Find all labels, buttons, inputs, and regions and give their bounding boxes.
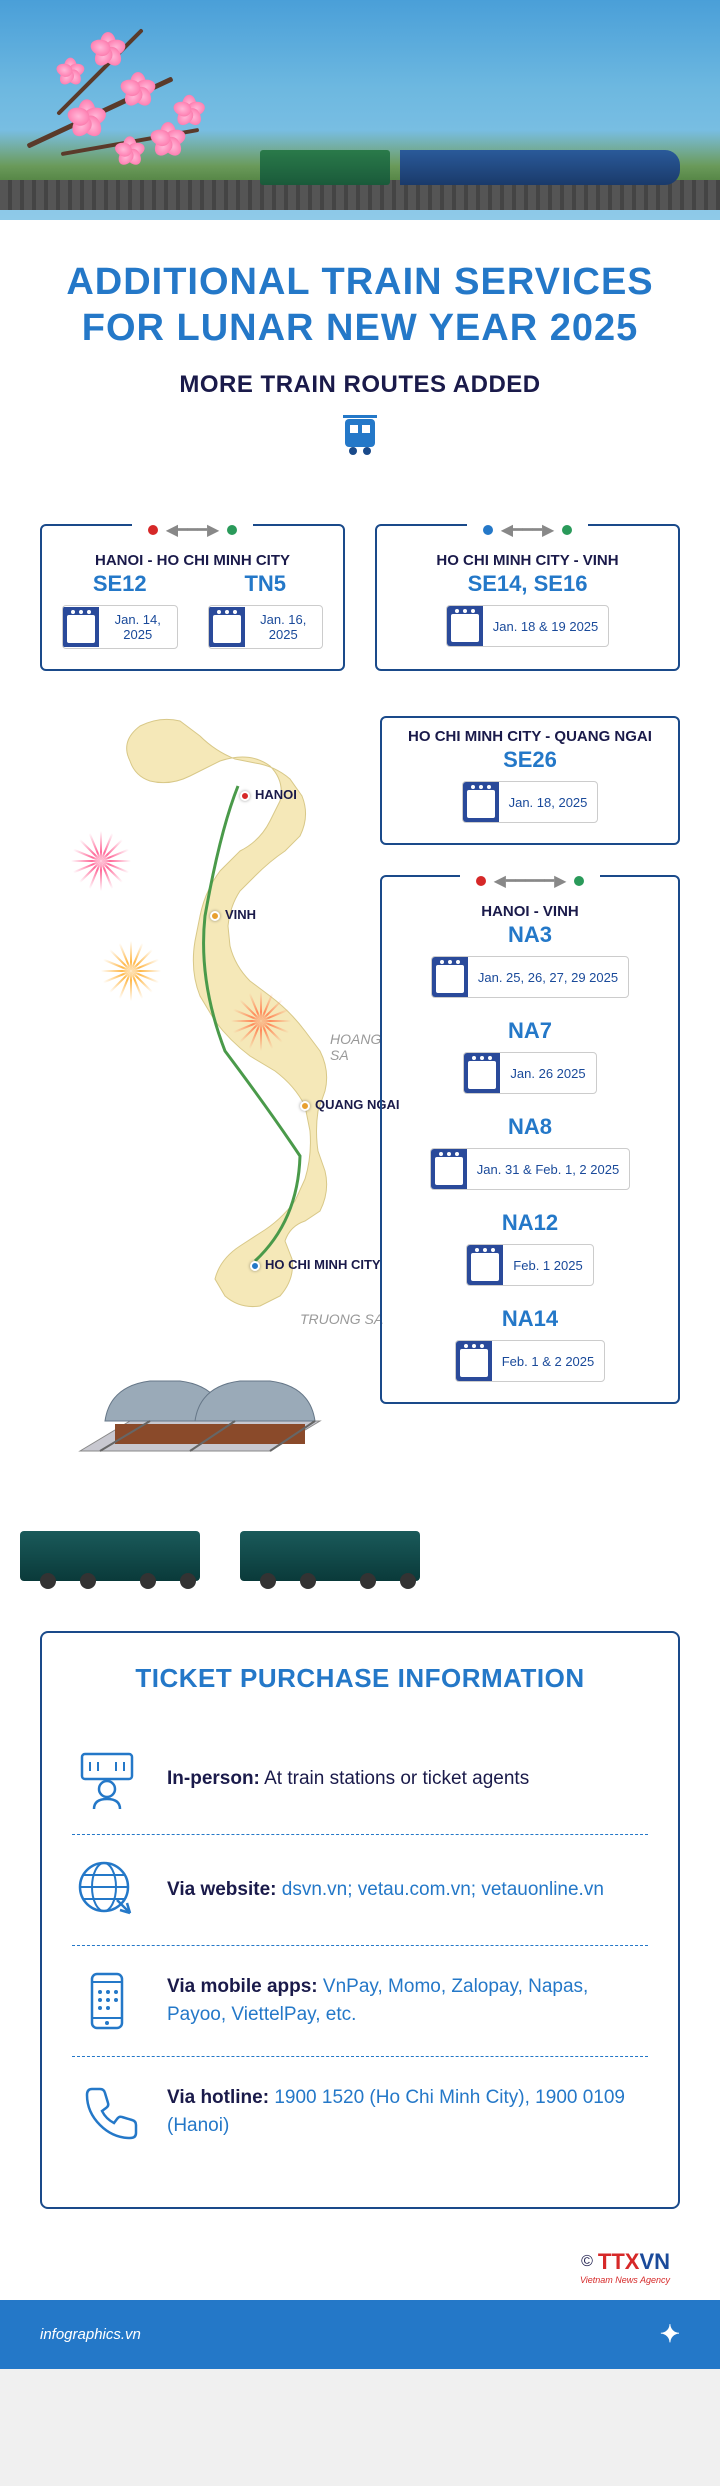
ticket-text: Via hotline: 1900 1520 (Ho Chi Minh City… [167,2084,648,2141]
sub-title: MORE TRAIN ROUTES ADDED [20,371,700,399]
route-box: ◀━━━━━▶ HANOI - VINH NA3Jan. 25, 26, 27,… [380,875,680,1404]
service-code: SE12 [62,571,178,597]
cherry-blossom [0,10,260,210]
route-name: HO CHI MINH CITY - VINH [377,552,678,569]
city-marker [250,1261,260,1271]
ticket-item: Via hotline: 1900 1520 (Ho Chi Minh City… [72,2057,648,2167]
station-illustration [60,1321,340,1481]
calendar-card: Jan. 16, 2025 [208,605,324,649]
route-dot [148,525,158,535]
city-label: HO CHI MINH CITY [265,1257,381,1272]
route-box: HO CHI MINH CITY - QUANG NGAI SE26 Jan. … [380,716,680,845]
calendar-card: Jan. 31 & Feb. 1, 2 2025 [430,1148,630,1190]
calendar-icon [63,607,99,647]
calendar-icon [464,1053,500,1093]
calendar-icon [209,607,245,647]
ttxvn-logo: TTXVN [598,2249,670,2275]
service-code: NA12 [466,1210,593,1236]
hero-banner [0,0,720,220]
ticket-text: Via website: dsvn.vn; vetau.com.vn; veta… [167,1876,604,1905]
city-label: VINH [225,907,256,922]
ticket-item: In-person: At train stations or ticket a… [72,1724,648,1835]
copyright: © TTXVN [581,2249,670,2275]
service-code: NA7 [463,1018,596,1044]
person-icon [72,1744,142,1814]
train-icon [335,409,385,459]
globe-icon [72,1855,142,1925]
city-label: HANOI [255,787,297,802]
city-marker [300,1101,310,1111]
calendar-card: Jan. 25, 26, 27, 29 2025 [431,956,629,998]
route-dot [562,525,572,535]
route-box: ◀━━━▶ HANOI - HO CHI MINH CITY SE12 Jan.… [40,524,345,671]
calendar-card: Feb. 1 & 2 2025 [455,1340,606,1382]
service-code: NA8 [430,1114,630,1140]
calendar-card: Jan. 14, 2025 [62,605,178,649]
firework-icon [220,981,300,1061]
service-code: TN5 [208,571,324,597]
calendar-icon [456,1341,492,1381]
ticket-title: TICKET PURCHASE INFORMATION [72,1663,648,1694]
hero-train [400,150,680,185]
route-arrow-icon: ◀━━━━━▶ [494,871,567,891]
service-code: SE26 [462,747,599,773]
footer-source: infographics.vn [40,2326,141,2343]
service-code: SE14, SE16 [446,571,610,597]
small-train-icon [240,1531,420,1581]
ticket-text: Via mobile apps: VnPay, Momo, Zalopay, N… [167,1973,648,2030]
footer: infographics.vn ✦ [0,2300,720,2369]
footer-logo: ✦ [660,2320,680,2349]
route-dot [476,876,486,886]
calendar-card: Jan. 18, 2025 [462,781,599,823]
service-code: NA3 [431,922,629,948]
city-marker [240,791,250,801]
ticket-item: Via website: dsvn.vn; vetau.com.vn; veta… [72,1835,648,1946]
calendar-card: Jan. 18 & 19 2025 [446,605,610,647]
calendar-card: Feb. 1 2025 [466,1244,593,1286]
mobile-icon [72,1966,142,2036]
calendar-icon [463,782,499,822]
route-dot [483,525,493,535]
phone-icon [72,2077,142,2147]
small-train-icon [20,1531,200,1581]
route-dot [574,876,584,886]
ticket-section: TICKET PURCHASE INFORMATION In-person: A… [40,1631,680,2209]
calendar-icon [432,957,468,997]
route-dot [227,525,237,535]
calendar-icon [467,1245,503,1285]
main-title: ADDITIONAL TRAIN SERVICES FOR LUNAR NEW … [20,260,700,351]
firework-icon [60,821,140,901]
ticket-text: In-person: At train stations or ticket a… [167,1765,529,1794]
route-arrow-icon: ◀━━━▶ [166,520,220,540]
route-box: ◀━━━▶ HO CHI MINH CITY - VINH SE14, SE16… [375,524,680,671]
service-code: NA14 [455,1306,606,1332]
agency-subtitle: Vietnam News Agency [0,2275,720,2300]
route-arrow-icon: ◀━━━▶ [501,520,555,540]
calendar-icon [447,606,483,646]
route-name: HANOI - HO CHI MINH CITY [42,552,343,569]
city-marker [210,911,220,921]
route-name: HANOI - VINH [382,903,678,920]
calendar-card: Jan. 26 2025 [463,1052,596,1094]
ticket-item: Via mobile apps: VnPay, Momo, Zalopay, N… [72,1946,648,2057]
firework-icon [90,931,170,1011]
calendar-icon [431,1149,467,1189]
